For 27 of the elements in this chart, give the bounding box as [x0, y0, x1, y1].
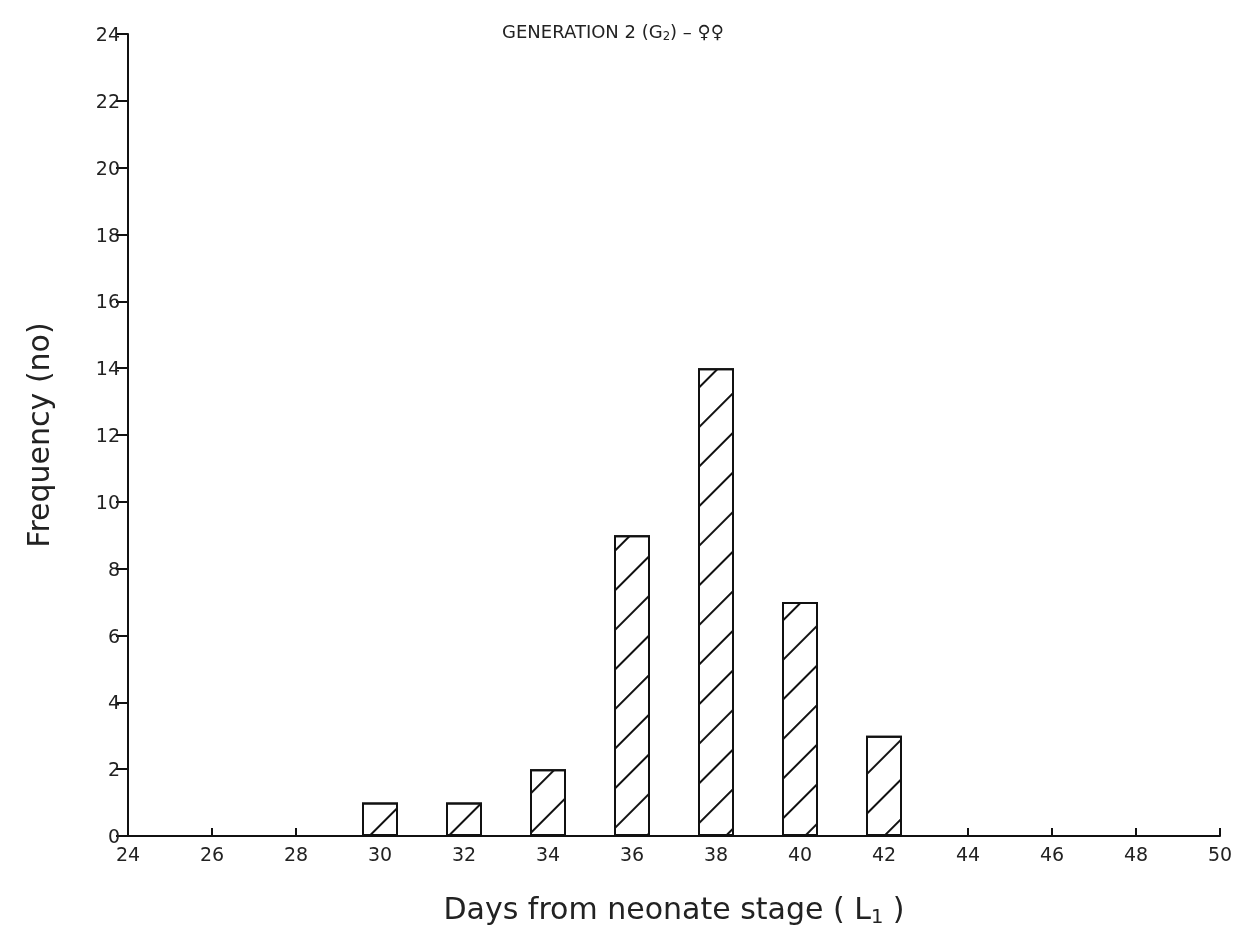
y-tick-label: 0	[107, 825, 120, 847]
x-tick-label: 38	[703, 842, 729, 865]
y-tick-label: 14	[95, 357, 120, 380]
y-tick-label: 18	[95, 223, 120, 246]
x-tick-label: 44	[955, 842, 981, 865]
y-tick-label: 2	[107, 758, 120, 781]
x-tick-label: 42	[871, 842, 897, 865]
x-tick-label: 32	[451, 842, 477, 865]
y-tick-label: 8	[107, 557, 120, 580]
y-axis-title: Frequency (no)	[20, 322, 56, 548]
x-tick-label: 26	[199, 842, 225, 865]
x-tick-label: 50	[1207, 842, 1233, 865]
x-tick-label: 48	[1123, 842, 1149, 865]
x-tick-label: 36	[619, 842, 645, 865]
y-tick-label: 22	[95, 89, 120, 112]
x-tick-label: 30	[367, 842, 393, 865]
y-tick-label: 24	[95, 23, 120, 45]
y-tick-label: 16	[95, 290, 120, 313]
x-tick-label: 40	[787, 842, 813, 865]
x-tick-label: 34	[535, 842, 561, 865]
y-tick-label: 6	[107, 624, 120, 647]
y-tick-label: 4	[107, 691, 120, 714]
y-tick-label: 12	[95, 424, 120, 446]
y-tick-label: 10	[95, 490, 120, 513]
x-tick-label: 46	[1039, 842, 1065, 865]
x-tick-label: 28	[283, 842, 309, 865]
y-tick-label: 20	[95, 156, 120, 179]
